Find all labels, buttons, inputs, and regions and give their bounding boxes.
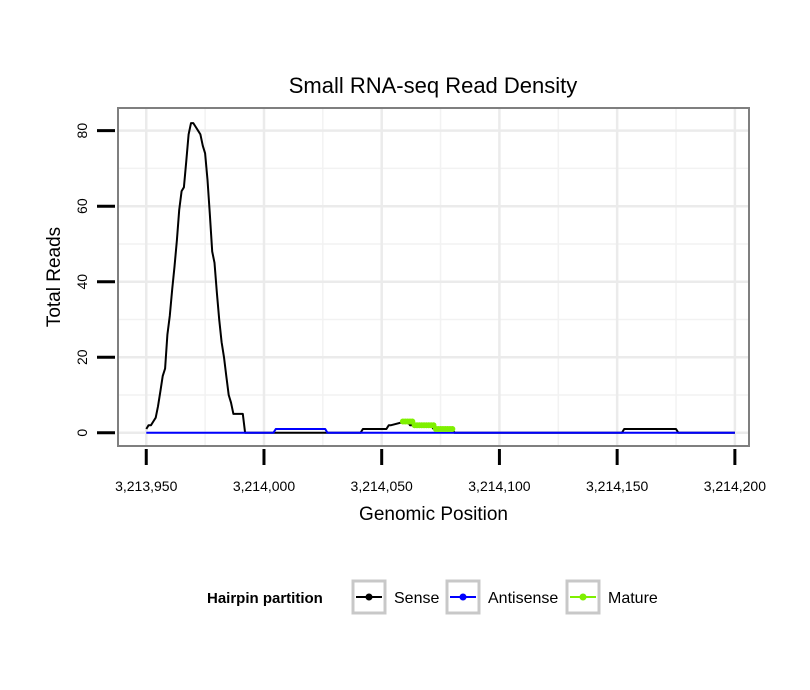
x-tick-label: 3,214,050 (351, 478, 413, 494)
y-tick-label: 80 (74, 123, 90, 139)
y-tick-label: 60 (74, 198, 90, 214)
chart-title: Small RNA-seq Read Density (289, 73, 578, 98)
grid-lines (118, 108, 749, 446)
x-axis: 3,213,950 3,214,000 3,214,050 3,214,100 3,21… (115, 449, 766, 494)
mature-point (449, 426, 456, 433)
legend: Hairpin partition Sense Antisense Mature (207, 579, 658, 615)
y-tick-label: 40 (74, 274, 90, 290)
plot-panel (118, 108, 749, 446)
legend-label-mature: Mature (608, 590, 658, 607)
x-tick-label: 3,214,000 (233, 478, 295, 494)
series-line-sense (145, 122, 735, 434)
x-tick-label: 3,213,950 (115, 478, 177, 494)
x-tick-label: 3,214,200 (704, 478, 766, 494)
legend-key-point (365, 593, 373, 601)
legend-key-point (459, 593, 467, 601)
x-tick-label: 3,214,150 (586, 478, 648, 494)
plot-border (117, 107, 750, 447)
legend-label-sense: Sense (394, 590, 439, 607)
y-axis: 0 20 40 60 80 (74, 123, 115, 437)
x-axis-title: Genomic Position (359, 504, 508, 525)
legend-label-antisense: Antisense (488, 590, 558, 607)
x-tick-label: 3,214,100 (468, 478, 530, 494)
y-tick-label: 20 (74, 349, 90, 365)
legend-key-point (579, 593, 587, 601)
series-line-antisense (146, 428, 735, 434)
series-lines (145, 122, 735, 434)
y-tick-label: 0 (74, 429, 90, 437)
legend-title: Hairpin partition (207, 590, 323, 607)
y-axis-title: Total Reads (44, 227, 65, 327)
